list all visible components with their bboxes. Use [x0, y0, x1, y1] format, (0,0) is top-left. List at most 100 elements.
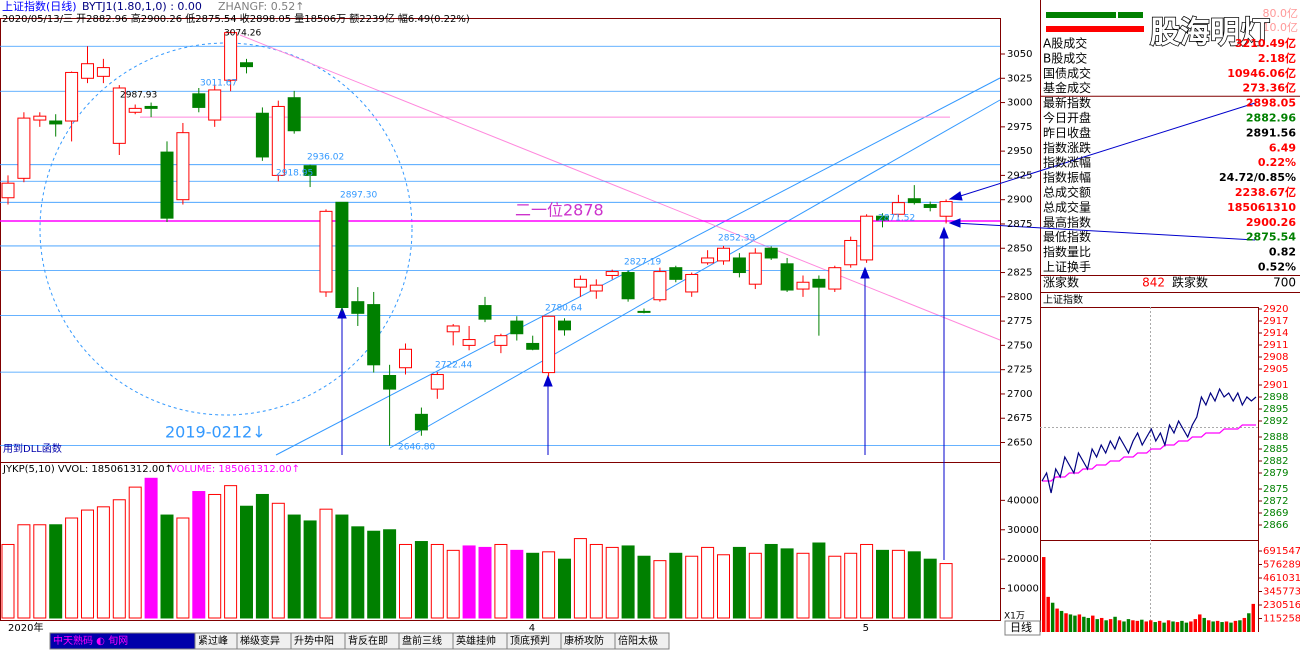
intraday-volume-bar	[1104, 620, 1108, 632]
y-tick-label: 115258	[1263, 614, 1300, 625]
candle	[96, 58, 110, 84]
volume-bar	[494, 543, 508, 619]
candle	[383, 364, 397, 446]
y-tick-label: 576289	[1263, 560, 1300, 571]
candle	[287, 90, 301, 134]
volume-bar	[621, 545, 635, 619]
quote-value: 2.18亿	[1258, 51, 1296, 65]
intraday-volume-bar	[1229, 622, 1233, 632]
volume-bar	[240, 505, 253, 619]
tab-label[interactable]: 英雄挂帅	[456, 634, 496, 647]
period-tab[interactable]	[1004, 620, 1041, 636]
tab-label[interactable]: 背反在即	[348, 634, 388, 647]
tab-label[interactable]: 顶底预判	[510, 634, 550, 647]
candle-body	[303, 165, 317, 176]
intraday-volume-bar	[1131, 620, 1135, 632]
candle-body	[255, 112, 269, 158]
y-tick-label: 2917	[1263, 316, 1288, 327]
candle	[65, 71, 79, 142]
quote-label: 总成交额	[1043, 185, 1091, 200]
candle	[17, 112, 31, 183]
quote-label: 指数振幅	[1043, 170, 1091, 185]
quote-label: 最低指数	[1043, 229, 1091, 244]
intraday-volume-bar	[1206, 620, 1211, 632]
volume-bar	[255, 493, 269, 619]
intraday-volume-bar	[1180, 620, 1184, 632]
candle-body	[112, 87, 126, 144]
candle-body	[128, 107, 142, 113]
volume-bar	[812, 542, 826, 619]
candle	[240, 58, 253, 74]
volume-bar	[860, 543, 874, 619]
candle-body	[494, 335, 508, 346]
candle-body	[160, 151, 174, 219]
candle	[1, 175, 15, 205]
volume-bar	[49, 524, 63, 619]
tab-label[interactable]: 康桥攻防	[564, 634, 604, 647]
header-title: 上证指数(日线)	[2, 0, 77, 13]
candle-body	[605, 271, 619, 276]
tab-label[interactable]: 梯级变异	[240, 634, 280, 647]
quote-value: 24.72/0.85%	[1219, 171, 1296, 184]
quote-value: 0.22%	[1258, 156, 1296, 169]
y-tick-label: 2895	[1263, 404, 1288, 415]
intraday-volume-bar	[1144, 621, 1148, 632]
volume-bar	[351, 526, 365, 619]
candle	[907, 185, 921, 205]
annotation: 用到DLL函数	[3, 442, 62, 455]
ratio-bar	[1046, 26, 1144, 32]
candle	[748, 248, 762, 290]
intraday-volume-bar	[1122, 621, 1126, 632]
intraday-volume-bar	[1042, 557, 1046, 632]
candle-body	[844, 239, 858, 266]
candle	[414, 407, 428, 436]
annotation: 3074.26	[224, 29, 261, 39]
intraday-volume-bar	[1108, 619, 1113, 632]
annotation: 2871.52	[878, 214, 915, 224]
quote-label: 基金成交	[1043, 80, 1091, 95]
candle-body	[81, 63, 94, 79]
quote-label: 总成交量	[1043, 199, 1091, 214]
arrows	[337, 102, 1256, 560]
volume-bar	[335, 514, 349, 619]
candle-body	[96, 67, 110, 77]
volume-bar	[399, 543, 412, 619]
average-line	[1042, 424, 1256, 482]
tab-label[interactable]: 倍阳太极	[618, 634, 658, 647]
intraday-volume-bar	[1055, 608, 1059, 632]
volume-bar	[701, 546, 715, 619]
quote-label: 最高指数	[1043, 214, 1091, 229]
intraday-volume-bar	[1068, 614, 1073, 632]
y-tick-label: 2901	[1263, 380, 1288, 391]
trend-line	[239, 34, 1001, 341]
candle-body	[17, 117, 31, 179]
intraday-volume-bar	[1126, 619, 1131, 632]
period-label[interactable]: 日线	[1010, 620, 1032, 634]
intraday-volume-bar	[1095, 619, 1099, 632]
volume-bar	[589, 543, 603, 619]
volume-bar	[732, 546, 746, 619]
tab-label[interactable]: 紧过峰	[198, 634, 228, 647]
volume-bar	[446, 549, 460, 619]
candle-body	[176, 132, 190, 201]
candle	[112, 85, 126, 156]
tab-label[interactable]: 中天熟码 ◐ 旬网	[53, 634, 128, 647]
candle	[589, 279, 603, 299]
volume-bar	[542, 551, 556, 619]
candle-body	[764, 247, 778, 259]
volume-bar	[558, 558, 571, 619]
candle	[49, 114, 63, 137]
quote-label: 最新指数	[1043, 95, 1091, 110]
candle	[891, 194, 905, 218]
y-tick-label: 2920	[1263, 304, 1288, 315]
tab-label[interactable]: 升势中阳	[294, 634, 334, 647]
candle-body	[319, 210, 333, 293]
tab[interactable]	[614, 632, 670, 650]
candle-body	[542, 315, 556, 374]
arrow-head	[860, 266, 870, 279]
tab-label[interactable]: 盘前三线	[402, 634, 442, 647]
quote-value: 273.36亿	[1243, 81, 1296, 95]
volume-bar	[367, 530, 381, 619]
candle-body	[558, 320, 571, 331]
y-tick-label: 230516	[1263, 600, 1300, 611]
